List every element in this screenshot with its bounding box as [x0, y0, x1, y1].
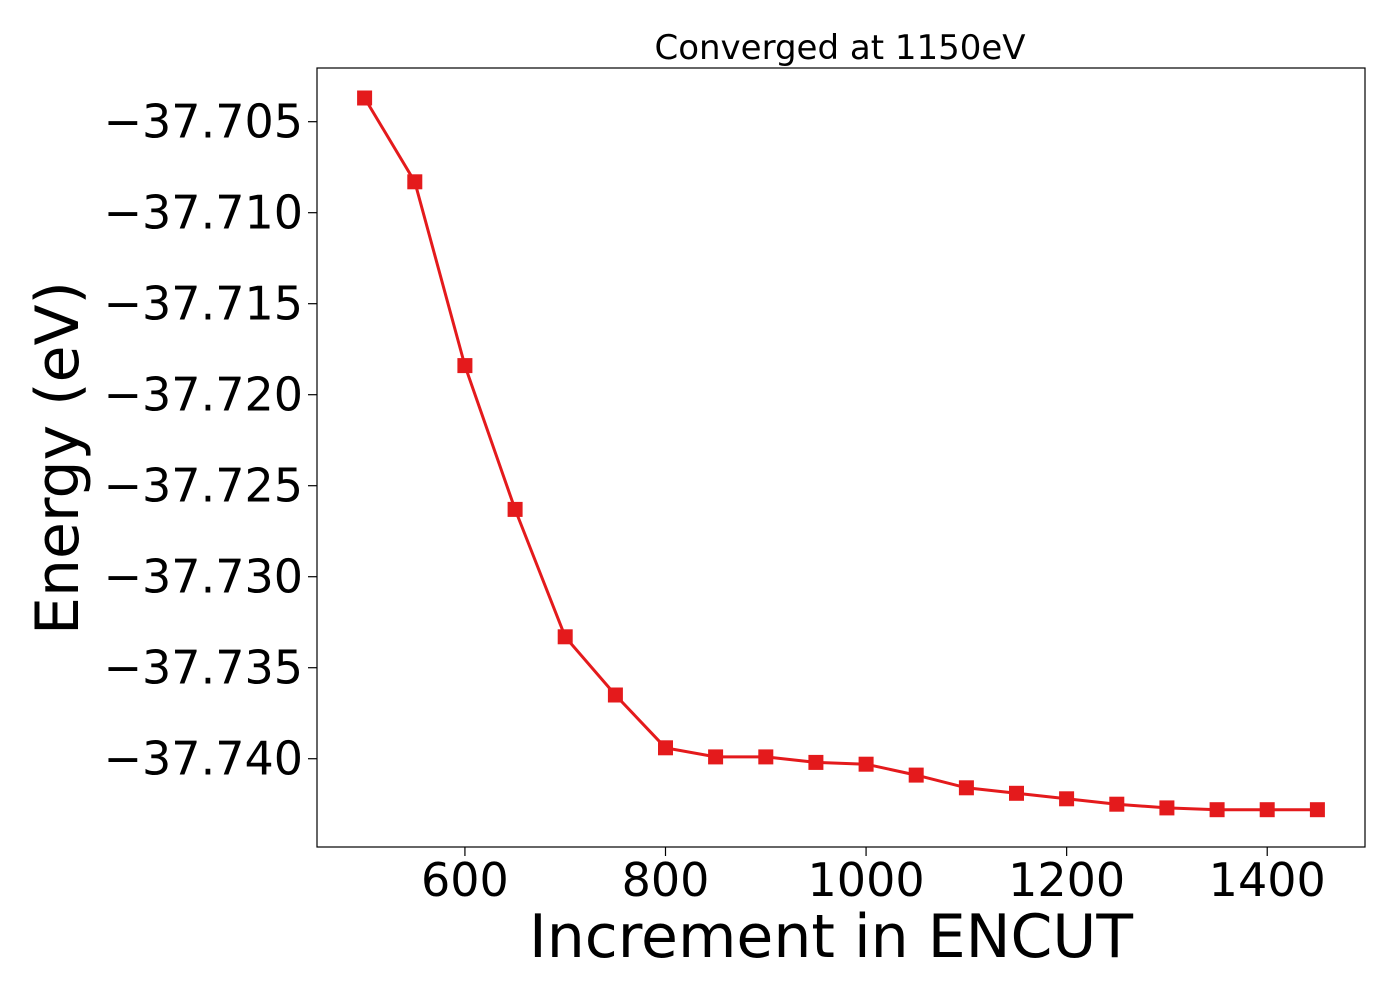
x-axis-title: Increment in ENCUT — [529, 902, 1133, 972]
x-ticks-group: 600 800 1000 1200 1400 — [421, 847, 1326, 907]
y-ticks-group: −37.705 −37.710 −37.715 −37.720 −37.725 −37.7… — [104, 95, 317, 786]
data-point-marker — [758, 749, 774, 765]
data-point-marker — [1309, 802, 1325, 818]
data-point-marker — [407, 174, 423, 190]
data-point-marker — [808, 754, 824, 770]
y-tick-label: −37.715 — [104, 277, 304, 331]
data-point-marker — [858, 756, 874, 772]
series-markers — [357, 90, 1325, 818]
data-point-marker — [507, 501, 523, 517]
plot-area — [357, 90, 1325, 818]
data-point-marker — [1059, 791, 1075, 807]
x-tick-label: 800 — [622, 853, 710, 907]
data-point-marker — [1109, 796, 1125, 812]
y-tick-label: −37.710 — [104, 186, 304, 240]
data-point-marker — [708, 749, 724, 765]
y-tick-label: −37.740 — [104, 732, 304, 786]
chart-title: Converged at 1150eV — [654, 28, 1025, 68]
data-point-marker — [557, 629, 573, 645]
x-tick-label: 1000 — [808, 853, 925, 907]
x-tick-label: 1200 — [1008, 853, 1125, 907]
y-tick-label: −37.720 — [104, 368, 304, 422]
data-point-marker — [658, 740, 673, 756]
x-tick-label: 600 — [421, 853, 509, 907]
data-point-marker — [607, 687, 623, 703]
y-tick-label: −37.725 — [104, 459, 304, 513]
data-point-marker — [1209, 802, 1225, 818]
series-line — [363, 97, 1318, 812]
y-tick-label: −37.705 — [104, 95, 304, 149]
y-tick-label: −37.730 — [104, 550, 304, 604]
plot-frame — [316, 67, 1366, 848]
data-point-marker — [958, 780, 974, 796]
data-point-marker — [1259, 802, 1275, 818]
y-axis-title: Energy (eV) — [23, 281, 93, 635]
x-tick-label: 1400 — [1209, 853, 1326, 907]
data-point-marker — [908, 767, 924, 783]
data-point-marker — [357, 90, 373, 106]
data-point-marker — [457, 358, 473, 374]
y-tick-label: −37.735 — [104, 641, 304, 695]
data-point-marker — [1159, 800, 1175, 816]
data-point-marker — [1009, 785, 1024, 801]
